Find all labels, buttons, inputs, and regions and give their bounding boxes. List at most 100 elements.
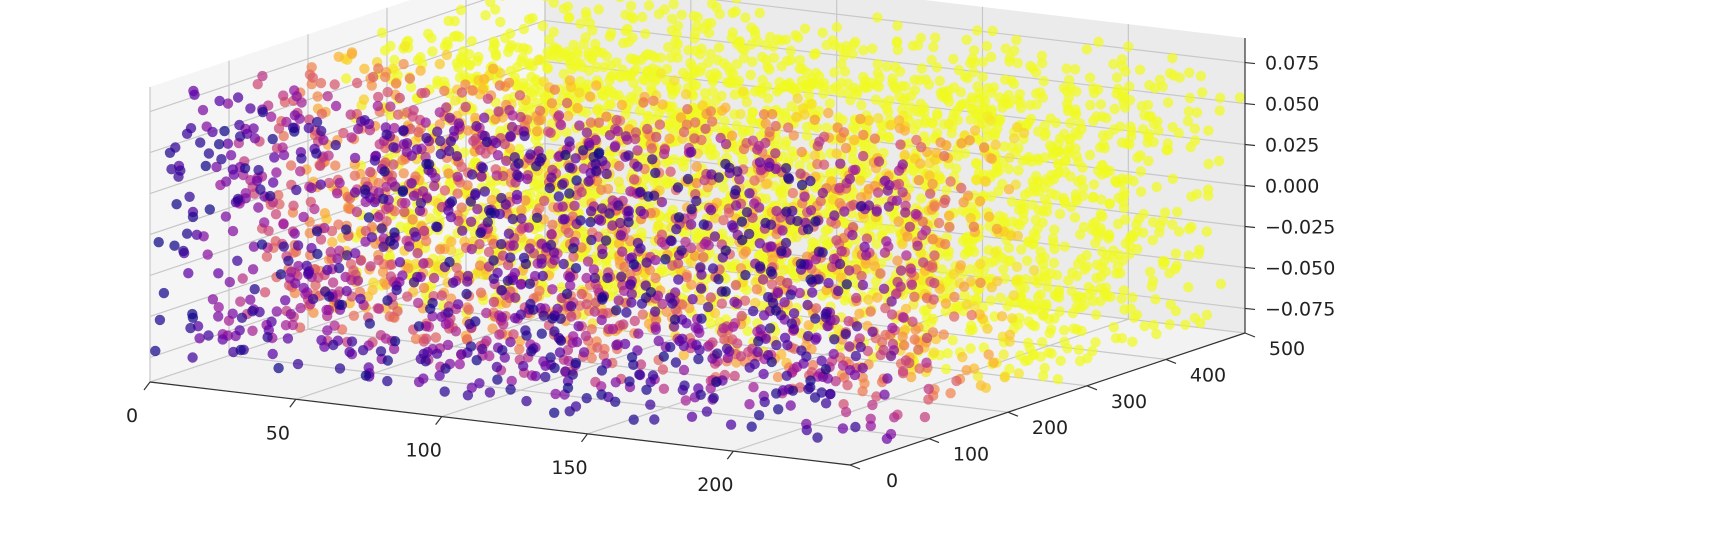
data-point <box>1108 58 1119 70</box>
data-point <box>327 277 339 288</box>
data-point <box>986 153 997 164</box>
data-point <box>493 106 504 117</box>
data-point <box>780 34 792 45</box>
data-point <box>678 349 689 361</box>
data-point <box>961 365 972 376</box>
data-point <box>690 27 701 38</box>
data-point <box>222 98 234 109</box>
data-point <box>944 221 955 233</box>
data-point <box>503 228 515 239</box>
data-point <box>291 184 302 196</box>
data-point <box>601 168 612 180</box>
data-point <box>736 310 747 322</box>
data-point <box>1006 313 1018 324</box>
data-point <box>1184 67 1195 78</box>
data-point <box>615 230 626 241</box>
data-point <box>657 298 668 310</box>
data-point <box>943 96 955 108</box>
data-point <box>1068 323 1079 334</box>
data-point <box>1018 127 1030 139</box>
data-point <box>481 307 492 319</box>
data-point <box>1037 258 1049 270</box>
data-point <box>187 352 198 363</box>
data-point <box>489 39 500 50</box>
data-point <box>1197 87 1208 98</box>
data-point <box>975 277 986 288</box>
data-point <box>563 227 574 238</box>
data-point <box>632 85 643 97</box>
data-point <box>1158 259 1169 270</box>
data-point <box>828 348 839 360</box>
data-point <box>660 157 672 168</box>
data-point <box>943 118 954 130</box>
data-point <box>929 250 940 261</box>
data-point <box>591 105 603 116</box>
data-point <box>559 214 570 225</box>
data-point <box>977 71 988 83</box>
data-point <box>785 54 797 66</box>
data-point <box>1059 336 1070 347</box>
data-point <box>465 216 477 227</box>
data-point <box>758 310 770 321</box>
data-point <box>345 109 356 120</box>
data-point <box>1215 92 1226 104</box>
data-point <box>952 300 963 311</box>
data-point <box>667 298 678 309</box>
data-point <box>910 324 921 335</box>
data-point <box>830 376 841 387</box>
data-point <box>488 238 499 249</box>
data-point <box>824 98 836 109</box>
data-point <box>835 158 846 169</box>
data-point <box>282 333 294 344</box>
data-point <box>368 71 379 83</box>
data-point <box>355 255 366 266</box>
data-point <box>247 325 258 336</box>
data-point <box>850 421 861 433</box>
data-point <box>1167 173 1179 184</box>
data-point <box>1009 133 1020 144</box>
data-point <box>365 261 376 272</box>
data-point <box>907 316 918 327</box>
data-point <box>841 279 852 290</box>
data-point <box>1107 252 1119 264</box>
data-point <box>1153 125 1164 136</box>
data-point <box>879 247 891 258</box>
data-point <box>1167 122 1178 133</box>
data-point <box>564 75 576 86</box>
data-point <box>441 49 452 61</box>
data-point <box>990 139 1001 150</box>
data-point <box>655 52 666 63</box>
data-point <box>1115 267 1126 279</box>
data-point <box>408 105 419 116</box>
data-point <box>430 332 442 343</box>
data-point <box>334 245 345 256</box>
data-point <box>1144 80 1155 91</box>
data-point <box>482 217 493 228</box>
data-point <box>372 211 384 223</box>
data-point <box>235 344 246 356</box>
data-point <box>983 349 994 360</box>
data-point <box>850 164 861 175</box>
data-point <box>384 311 395 322</box>
data-point <box>886 296 897 307</box>
data-point <box>490 4 501 15</box>
data-point <box>1138 227 1149 238</box>
data-point <box>306 182 317 194</box>
data-point <box>713 172 724 183</box>
data-point <box>859 82 871 94</box>
data-point <box>426 32 437 44</box>
data-point <box>578 347 590 358</box>
data-point <box>439 185 451 196</box>
data-point <box>1004 56 1015 67</box>
data-point <box>821 39 832 51</box>
data-point <box>908 299 919 310</box>
data-point <box>490 48 502 60</box>
data-point <box>292 358 304 370</box>
data-point <box>721 343 733 354</box>
data-point <box>858 129 869 141</box>
data-point <box>940 363 952 375</box>
data-point <box>953 64 965 76</box>
data-point <box>930 32 941 43</box>
data-point <box>647 154 658 165</box>
data-point <box>391 284 402 296</box>
